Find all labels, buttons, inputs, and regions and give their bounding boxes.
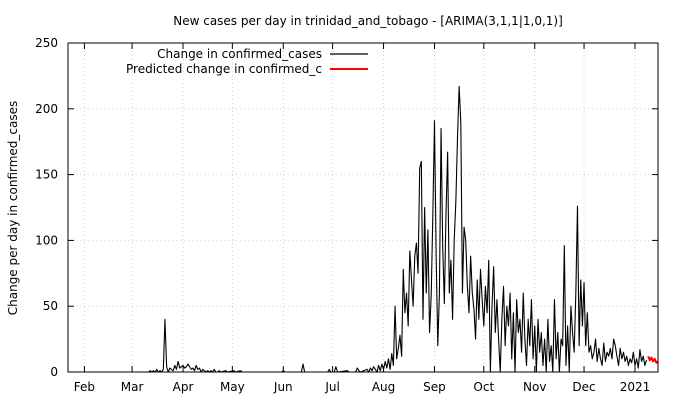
grid	[68, 43, 658, 372]
legend-label-predicted: Predicted change in confirmed_c	[126, 62, 322, 76]
x-tick-label: Apr	[173, 380, 194, 394]
x-tick-label: Dec	[572, 380, 595, 394]
y-tick-label: 50	[43, 299, 58, 313]
x-tick-label: Aug	[372, 380, 395, 394]
x-tick-label: Feb	[74, 380, 95, 394]
series-line-actual	[68, 85, 648, 373]
chart-title: New cases per day in trinidad_and_tobago…	[173, 14, 563, 28]
y-axis-label: Change per day in confirmed_cases	[6, 101, 20, 316]
legend: Change in confirmed_cases Predicted chan…	[126, 47, 368, 76]
x-tick-label: Oct	[473, 380, 494, 394]
series-layer	[68, 85, 659, 373]
x-tick-label: Jul	[324, 380, 339, 394]
plot-frame	[67, 42, 659, 373]
x-tick-label: May	[220, 380, 245, 394]
x-tick-label: 2021	[620, 380, 651, 394]
y-tick-label: 150	[35, 168, 58, 182]
series-line-predicted	[647, 355, 659, 364]
x-tick-label: Sep	[423, 380, 446, 394]
x-tick-label: Jun	[273, 380, 293, 394]
x-tick-label: Mar	[121, 380, 144, 394]
y-tick-label: 100	[35, 233, 58, 247]
y-tick-label: 200	[35, 102, 58, 116]
y-tick-label: 250	[35, 36, 58, 50]
y-tick-label: 0	[50, 365, 58, 379]
ticks: 0 50 100 150 200 250 Feb Mar Apr May Jun Jul Aug Sep O…	[35, 36, 658, 394]
legend-label-actual: Change in confirmed_cases	[157, 47, 322, 61]
x-tick-label: Nov	[523, 380, 546, 394]
